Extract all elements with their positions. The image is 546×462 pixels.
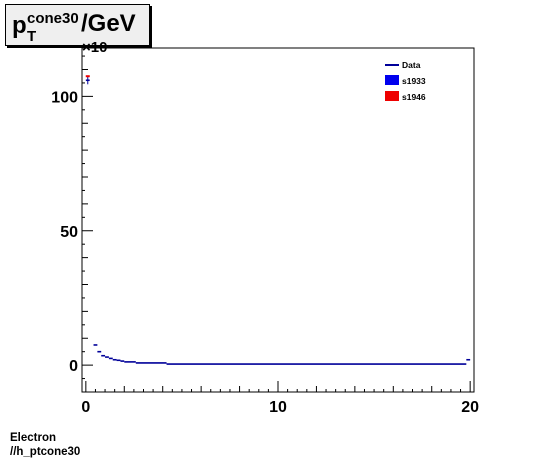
y-tick-label: 50 <box>60 224 78 241</box>
y-axis-exponent: ×10 <box>82 39 107 56</box>
legend-item-s1933-label: s1933 <box>402 76 426 86</box>
legend-item-data-label: Data <box>402 60 421 70</box>
s1946-point <box>86 75 90 77</box>
legend-item-s1946-symbol <box>385 91 399 101</box>
y-tick-label: 100 <box>51 89 78 106</box>
footer-label-electron: Electron <box>10 432 56 444</box>
legend-item-s1933-symbol <box>385 75 399 85</box>
x-tick-label: 20 <box>461 399 479 416</box>
x-tick-label: 0 <box>81 399 90 416</box>
legend-item-s1946-label: s1946 <box>402 92 426 102</box>
footer-label-histname: //h_ptcone30 <box>10 446 80 458</box>
y-tick-label: 0 <box>69 358 78 375</box>
x-tick-label: 10 <box>269 399 287 416</box>
